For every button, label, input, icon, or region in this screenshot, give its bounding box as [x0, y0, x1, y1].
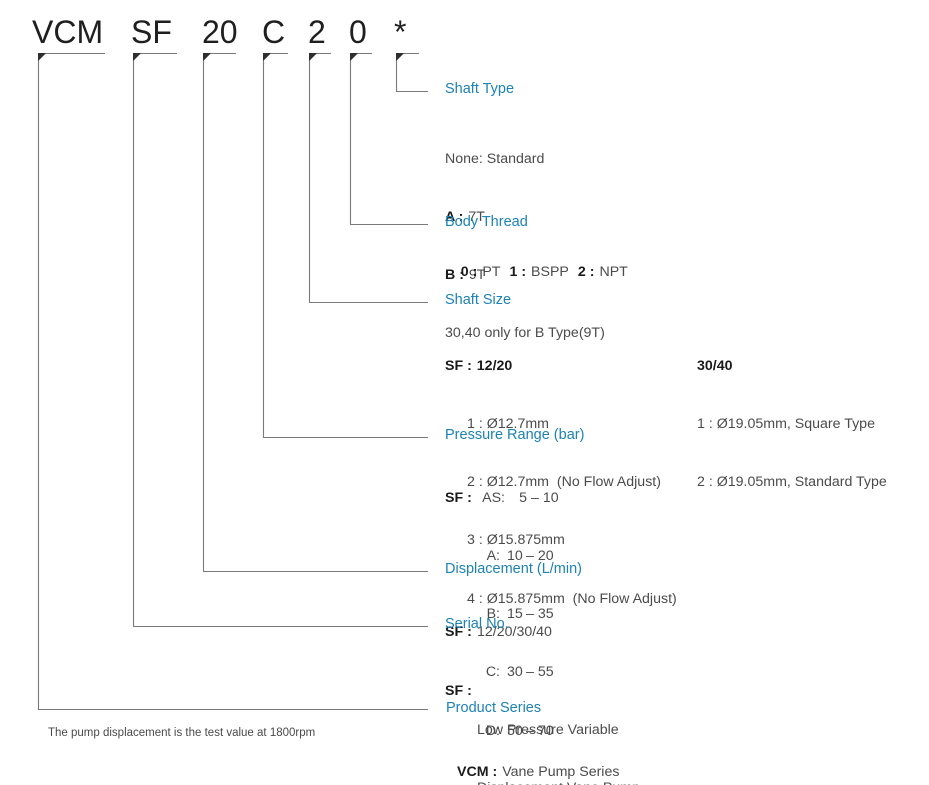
pressure-to: 20 — [537, 548, 554, 565]
pressure-to: 10 — [542, 489, 559, 506]
displacement-row: SF : 12/20/30/40 — [445, 623, 552, 642]
code-segment-shaft-size: 2 — [308, 14, 326, 50]
shaft-size-group2-name: 30/40 — [697, 357, 733, 374]
shaft-type-body: None: Standard A :7T B :9T 30,40 only fo… — [445, 111, 605, 383]
pressure-grade: D: — [485, 722, 500, 739]
shaft-size-item: 4 : Ø15.875mm (No Flow Adjust) — [467, 590, 677, 607]
pressure-to: 70 — [537, 722, 554, 739]
pressure-from: 50 — [507, 722, 523, 739]
pressure-grade: A: — [486, 548, 500, 565]
shaft-size-group2: 30/40 1 : Ø19.05mm, Square Type 2 : Ø19.… — [697, 318, 887, 531]
pressure-from: 5 — [519, 489, 527, 506]
shaft-size-title: Shaft Size — [445, 292, 512, 308]
product-series-key: VCM : — [457, 763, 498, 780]
code-segment-product-series: VCM — [32, 14, 104, 50]
pressure-range-row: SF : AS: 5–10 — [445, 489, 559, 508]
corner-wedges — [38, 53, 404, 61]
pressure-range-body: SF : AS: 5–10 A: 10–20 B: 15–35 C: 30–55 D: 50… — [445, 450, 559, 780]
serial-no-value: Low Pressure Variable Displacement Vane … — [477, 682, 640, 785]
displacement-sf-key: SF : — [445, 623, 472, 640]
shaft-size-group1: SF :12/20 1 : Ø12.7mm 2 : Ø12.7mm (No Fl… — [445, 318, 677, 648]
serial-no-title: Serial No. — [445, 616, 509, 632]
pressure-to: 55 — [537, 664, 554, 681]
shaft-type-value: 9T — [468, 267, 486, 284]
code-segment-shaft-type: * — [394, 14, 407, 50]
body-thread-value: NPT — [599, 264, 628, 281]
displacement-title: Displacement (L/min) — [445, 561, 582, 577]
body-thread-key: 0 : — [460, 264, 478, 281]
body-thread-value: BSPP — [531, 264, 569, 281]
pressure-range-row: A: 10–20 — [445, 547, 559, 566]
body-thread-key: 2 : — [577, 264, 595, 281]
shaft-type-row: B :9T — [445, 266, 605, 285]
pressure-dash: – — [526, 664, 534, 681]
shaft-size-item: 2 : Ø19.05mm, Standard Type — [697, 474, 887, 491]
body-thread-option: 2 : NPT — [578, 264, 628, 280]
pressure-range-row: B: 15–35 — [445, 605, 559, 624]
serial-no-sf-key: SF : — [445, 682, 472, 699]
pressure-grade: B: — [486, 606, 500, 623]
shaft-size-group1-header: SF :12/20 — [445, 357, 677, 376]
serial-no-row: SF : Low Pressure Variable Displacement … — [445, 682, 640, 785]
pressure-range-sf-key: SF : — [445, 489, 472, 506]
product-series-row: VCM : Vane Pump Series — [457, 763, 619, 782]
body-thread-title: Body Thread — [445, 214, 528, 230]
shaft-size-group1-name: 12/20 — [476, 357, 513, 374]
body-thread-key: 1 : — [509, 264, 527, 281]
body-thread-option: 1 : BSPP — [509, 264, 568, 280]
shaft-size-item: 3 : Ø15.875mm — [467, 532, 565, 549]
pressure-grade: C: — [485, 664, 500, 681]
displacement-body: SF : 12/20/30/40 — [445, 584, 552, 681]
shaft-size-item: 1 : Ø12.7mm — [467, 416, 550, 433]
pressure-dash: – — [531, 489, 539, 506]
shaft-type-value: None: Standard — [445, 150, 545, 167]
shaft-type-key: B : — [445, 267, 464, 284]
shaft-size-sf-key: SF : — [445, 357, 472, 374]
pressure-from: 10 — [507, 548, 523, 565]
serial-no-body: SF : Low Pressure Variable Displacement … — [445, 643, 640, 785]
serial-no-value-line1: Low Pressure Variable — [477, 721, 619, 738]
code-segment-body-thread: 0 — [349, 14, 367, 50]
body-thread-value: PT — [482, 264, 501, 281]
shaft-type-title: Shaft Type — [445, 81, 515, 97]
pressure-dash: – — [526, 722, 534, 739]
shaft-size-item: 2 : Ø12.7mm (No Flow Adjust) — [467, 474, 661, 491]
pressure-range-row: D: 50–70 — [445, 722, 559, 741]
shaft-type-value: 7T — [468, 209, 485, 226]
pressure-from: 15 — [507, 606, 523, 623]
pressure-range-title: Pressure Range (bar) — [445, 427, 585, 443]
shaft-type-row: A :7T — [445, 208, 605, 227]
code-segment-displacement: 20 — [202, 14, 238, 50]
pressure-from: 30 — [507, 664, 523, 681]
footnote: The pump displacement is the test value … — [48, 727, 316, 739]
product-series-body: VCM : Vane Pump Series — [457, 724, 619, 785]
code-segment-serial-no: SF — [131, 14, 172, 50]
pressure-dash: – — [526, 548, 534, 565]
displacement-value: 12/20/30/40 — [477, 623, 552, 640]
code-segment-pressure-range: C — [262, 14, 286, 50]
shaft-type-value: 30,40 only for B Type(9T) — [445, 325, 605, 342]
shaft-type-row: 30,40 only for B Type(9T) — [445, 324, 605, 343]
serial-no-value-line2: Displacement Vane Pump — [477, 779, 640, 785]
product-series-value: Vane Pump Series — [502, 763, 620, 780]
shaft-type-row: None: Standard — [445, 150, 605, 169]
pressure-to: 35 — [537, 606, 554, 623]
pressure-dash: – — [526, 606, 534, 623]
shaft-size-item: 1 : Ø19.05mm, Square Type — [697, 416, 875, 433]
body-thread-body: 0 : PT 1 : BSPP 2 : NPT — [445, 244, 628, 302]
pressure-grade: AS: — [482, 489, 505, 506]
pressure-range-row: C: 30–55 — [445, 663, 559, 682]
body-thread-option: 0 : PT — [461, 264, 501, 280]
shaft-type-key: A : — [445, 209, 464, 226]
product-series-title: Product Series — [446, 700, 542, 716]
